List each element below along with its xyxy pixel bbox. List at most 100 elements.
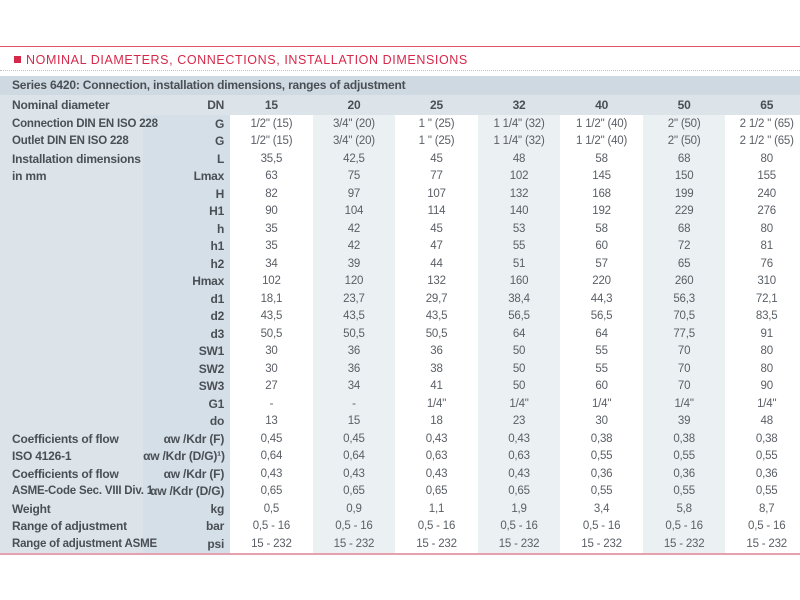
cell-value: 220 bbox=[560, 272, 643, 290]
row-unit: αw /Kdr (F) bbox=[143, 465, 231, 483]
row-label: Weight bbox=[0, 500, 144, 518]
cell-value: 0,5 - 16 bbox=[642, 517, 726, 535]
table-row: Outlet DIN EN ISO 228 G 1/2" (15) 3/4" (20)… bbox=[0, 132, 800, 150]
cell-value: 0,43 bbox=[395, 430, 478, 448]
cell-value: 77 bbox=[395, 167, 478, 185]
cell-value: 0,45 bbox=[230, 430, 313, 448]
table-row: Coefficients of flow αw /Kdr (F) 0,45 0,45 0… bbox=[0, 430, 800, 448]
cell-value: 75 bbox=[312, 167, 396, 185]
cell-value: 104 bbox=[312, 202, 396, 220]
cell-value: 0,38 bbox=[560, 430, 643, 448]
cell-value: 0,65 bbox=[395, 482, 478, 500]
cell-value: 56,5 bbox=[477, 307, 561, 325]
cell-value: 114 bbox=[395, 202, 478, 220]
cell-value: 58 bbox=[560, 150, 643, 168]
row-unit: h2 bbox=[143, 255, 231, 273]
cell-value: 35,5 bbox=[230, 150, 313, 168]
cell-value: 15 - 232 bbox=[725, 535, 800, 553]
header-dn: 65 bbox=[725, 95, 800, 115]
cell-value: 2" (50) bbox=[642, 115, 726, 133]
row-label: Range of adjustment ASME bbox=[0, 535, 157, 553]
cell-value: 0,5 - 16 bbox=[395, 517, 478, 535]
row-unit: αw /Kdr (D/G) bbox=[143, 482, 231, 500]
row-label bbox=[0, 255, 144, 273]
row-unit: SW1 bbox=[143, 342, 231, 360]
cell-value: - bbox=[312, 395, 396, 413]
row-unit: d2 bbox=[143, 307, 231, 325]
cell-value: 42 bbox=[312, 220, 396, 238]
cell-value: 34 bbox=[230, 255, 313, 273]
cell-value: 76 bbox=[725, 255, 800, 273]
cell-value: 107 bbox=[395, 185, 478, 203]
cell-value: 36 bbox=[312, 342, 396, 360]
cell-value: 77,5 bbox=[642, 325, 726, 343]
cell-value: 50 bbox=[477, 377, 561, 395]
table-row: d1 18,1 23,7 29,7 38,4 44,3 56,3 72,1 bbox=[0, 290, 800, 308]
cell-value: 30 bbox=[230, 360, 313, 378]
table-row: Coefficients of flow αw /Kdr (F) 0,43 0,43 0… bbox=[0, 465, 800, 483]
cell-value: 0,36 bbox=[642, 465, 726, 483]
specs-table: Nominal diameter DN 15 20 25 32 40 50 65… bbox=[0, 95, 800, 553]
cell-value: 15 - 232 bbox=[560, 535, 643, 553]
cell-value: 58 bbox=[560, 220, 643, 238]
cell-value: 36 bbox=[312, 360, 396, 378]
cell-value: 30 bbox=[230, 342, 313, 360]
cell-value: 102 bbox=[477, 167, 561, 185]
cell-value: 229 bbox=[642, 202, 726, 220]
cell-value: 1/4" bbox=[560, 395, 643, 413]
cell-value: 36 bbox=[395, 342, 478, 360]
cell-value: 1/4" bbox=[395, 395, 478, 413]
cell-value: 310 bbox=[725, 272, 800, 290]
cell-value: 0,5 - 16 bbox=[477, 517, 561, 535]
cell-value: 57 bbox=[560, 255, 643, 273]
table-row: ISO 4126-1 αw /Kdr (D/G)¹) 0,64 0,64 0,63 0,6… bbox=[0, 447, 800, 465]
row-unit: psi bbox=[143, 535, 231, 553]
cell-value: 13 bbox=[230, 412, 313, 430]
table-row: h2 34 39 44 51 57 65 76 bbox=[0, 255, 800, 273]
cell-value: 48 bbox=[725, 412, 800, 430]
cell-value: 82 bbox=[230, 185, 313, 203]
cell-value: 43,5 bbox=[230, 307, 313, 325]
row-label: ISO 4126-1 bbox=[0, 447, 144, 465]
cell-value: 0,5 - 16 bbox=[230, 517, 313, 535]
cell-value: 27 bbox=[230, 377, 313, 395]
cell-value: 0,63 bbox=[477, 447, 561, 465]
cell-value: 0,63 bbox=[395, 447, 478, 465]
cell-value: 15 - 232 bbox=[642, 535, 726, 553]
row-unit: h bbox=[143, 220, 231, 238]
cell-value: 35 bbox=[230, 237, 313, 255]
table-row: Weight kg 0,5 0,9 1,1 1,9 3,4 5,8 8,7 bbox=[0, 500, 800, 518]
cell-value: 51 bbox=[477, 255, 561, 273]
cell-value: 56,5 bbox=[560, 307, 643, 325]
cell-value: 91 bbox=[725, 325, 800, 343]
row-label bbox=[0, 290, 144, 308]
cell-value: 72,1 bbox=[725, 290, 800, 308]
cell-value: 63 bbox=[230, 167, 313, 185]
cell-value: 0,43 bbox=[312, 465, 396, 483]
cell-value: 276 bbox=[725, 202, 800, 220]
table-row: Range of adjustment ASME psi 15 - 232 15 - … bbox=[0, 535, 800, 553]
row-label bbox=[0, 412, 144, 430]
row-label bbox=[0, 342, 144, 360]
cell-value: 18 bbox=[395, 412, 478, 430]
cell-value: 0,55 bbox=[642, 447, 726, 465]
bottom-rule bbox=[0, 553, 800, 555]
row-unit: d3 bbox=[143, 325, 231, 343]
row-unit: do bbox=[143, 412, 231, 430]
row-label: Connection DIN EN ISO 228 bbox=[0, 115, 158, 133]
cell-value: 70 bbox=[642, 360, 726, 378]
table-row: d3 50,5 50,5 50,5 64 64 77,5 91 bbox=[0, 325, 800, 343]
cell-value: 15 - 232 bbox=[312, 535, 396, 553]
cell-value: 34 bbox=[312, 377, 396, 395]
table-row: H 82 97 107 132 168 199 240 bbox=[0, 185, 800, 203]
header-dn: 20 bbox=[312, 95, 396, 115]
cell-value: 42,5 bbox=[312, 150, 396, 168]
cell-value: 35 bbox=[230, 220, 313, 238]
cell-value: 72 bbox=[642, 237, 726, 255]
row-unit: SW3 bbox=[143, 377, 231, 395]
cell-value: 0,65 bbox=[230, 482, 313, 500]
cell-value: 55 bbox=[560, 342, 643, 360]
cell-value: 1,1 bbox=[395, 500, 478, 518]
cell-value: 90 bbox=[725, 377, 800, 395]
row-label: ASME-Code Sec. VIII Div. 1 bbox=[0, 482, 153, 500]
